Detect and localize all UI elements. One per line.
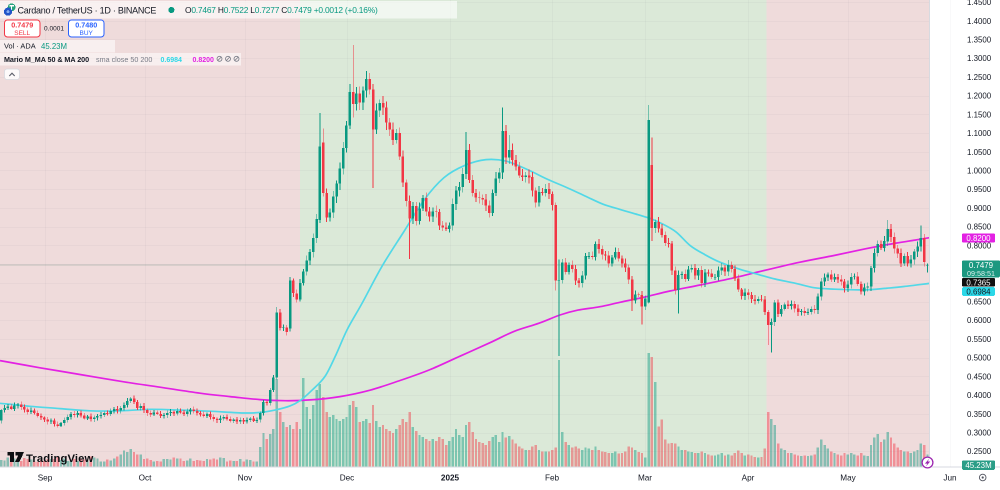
svg-text:0.3500: 0.3500 [967,410,992,419]
svg-text:0.6984: 0.6984 [966,288,991,297]
svg-text:Feb: Feb [545,474,560,483]
svg-text:0.9000: 0.9000 [967,204,992,213]
svg-text:0.8200: 0.8200 [193,57,215,64]
svg-text:0.6500: 0.6500 [967,298,992,307]
svg-text:Nov: Nov [238,474,253,483]
svg-text:Jun: Jun [943,474,957,483]
svg-text:0.4000: 0.4000 [967,391,992,400]
svg-text:TradingView: TradingView [26,453,94,465]
svg-text:1.4000: 1.4000 [967,17,992,26]
svg-text:1.0500: 1.0500 [967,148,992,157]
svg-text:0.6984: 0.6984 [161,57,183,64]
svg-text:SELL: SELL [14,30,30,37]
svg-text:Apr: Apr [742,474,755,483]
svg-text:1.2000: 1.2000 [967,92,992,101]
svg-text:Dec: Dec [340,474,355,483]
svg-text:0.0001: 0.0001 [44,26,64,33]
svg-text:Sep: Sep [38,474,53,483]
svg-text:0.3000: 0.3000 [967,429,992,438]
svg-text:sma close 50 200: sma close 50 200 [96,55,152,64]
svg-text:1.3000: 1.3000 [967,54,992,63]
svg-text:0.5000: 0.5000 [967,354,992,363]
svg-text:1.1500: 1.1500 [967,110,992,119]
svg-text:Mario M_MA 50 & MA 200: Mario M_MA 50 & MA 200 [4,55,89,64]
svg-text:Vol · ADA: Vol · ADA [4,42,36,51]
svg-text:0.8200: 0.8200 [966,234,991,243]
svg-text:1.2500: 1.2500 [967,73,992,82]
svg-text:45.23M: 45.23M [965,461,991,470]
svg-text:45.23M: 45.23M [41,42,67,51]
svg-text:Oct: Oct [139,474,152,483]
svg-text:0.5500: 0.5500 [967,335,992,344]
svg-text:May: May [840,474,856,483]
svg-text:0.8500: 0.8500 [967,223,992,232]
svg-text:0.4500: 0.4500 [967,372,992,381]
svg-text:09:58:51: 09:58:51 [967,269,995,278]
svg-text:O0.7467 H0.7522 L0.7277 C0.747: O0.7467 H0.7522 L0.7277 C0.7479 +0.0012 … [185,5,378,15]
svg-text:Mar: Mar [638,474,652,483]
svg-text:0.7480: 0.7480 [75,21,97,30]
svg-text:1.4500: 1.4500 [967,0,992,7]
svg-text:0.2500: 0.2500 [967,447,992,456]
svg-text:0.6000: 0.6000 [967,316,992,325]
svg-text:1.0000: 1.0000 [967,167,992,176]
svg-text:1.3500: 1.3500 [967,36,992,45]
svg-text:BUY: BUY [80,30,94,37]
svg-text:0.7365: 0.7365 [966,278,991,287]
svg-text:Cardano / TetherUS · 1D · BINA: Cardano / TetherUS · 1D · BINANCE [18,5,157,15]
svg-text:2025: 2025 [441,474,460,483]
svg-text:0.7479: 0.7479 [11,21,33,30]
svg-text:1.1000: 1.1000 [967,129,992,138]
svg-text:0.9500: 0.9500 [967,185,992,194]
